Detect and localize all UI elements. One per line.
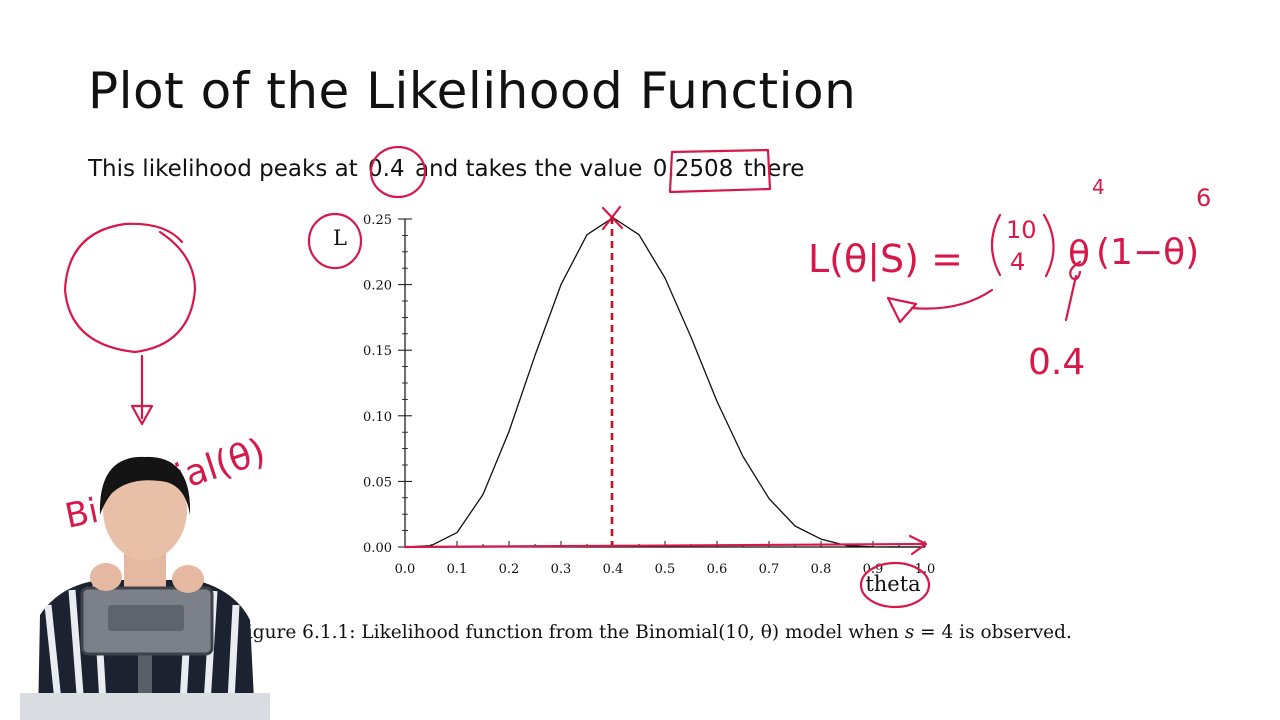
tablet-stand xyxy=(138,650,152,702)
ink-formula-lhs: L(θ|S) = xyxy=(808,237,963,282)
ink-exp-6: 6 xyxy=(1196,184,1211,212)
peak-likelihood-value: 0.2508 xyxy=(652,156,734,182)
x-tick-label: 1.0 xyxy=(915,562,936,577)
x-tick-label: 0.4 xyxy=(603,562,624,577)
x-tick-label: 0.8 xyxy=(811,562,832,577)
caption-equals: = 4 xyxy=(914,622,954,643)
subtitle-suffix: there xyxy=(743,156,805,182)
ink-binom-top: 10 xyxy=(1006,216,1037,244)
ink-circle-x-label xyxy=(859,561,931,609)
ink-theta-pointer xyxy=(1064,260,1082,322)
ink-box-likelihood xyxy=(668,148,772,194)
ink-left-arrow xyxy=(910,288,994,310)
subtitle-middle: and takes the value xyxy=(414,156,643,182)
x-axis-title: theta xyxy=(865,572,920,596)
x-tick-label: 0.7 xyxy=(759,562,780,577)
ink-triangle xyxy=(886,296,918,324)
ink-one-minus-theta: (1−θ) xyxy=(1096,232,1199,273)
ink-circle-y-label xyxy=(307,212,363,270)
caption-args: (10, θ) xyxy=(718,622,780,643)
x-tick-label: 0.6 xyxy=(707,562,728,577)
x-tick-label: 0.5 xyxy=(655,562,676,577)
ink-left-arrowhead xyxy=(130,404,154,426)
slide-title: Plot of the Likelihood Function xyxy=(88,62,857,120)
caption-suffix: is observed. xyxy=(953,622,1072,643)
y-axis-title: L xyxy=(333,226,347,250)
ink-point-label: 0.4 xyxy=(1028,342,1085,383)
figure-caption: Figure 6.1.1: Likelihood function from t… xyxy=(234,622,1072,643)
caption-variable: s xyxy=(904,622,915,643)
caption-prefix: Figure 6.1.1: Likelihood function from t… xyxy=(234,622,719,643)
x-tick-label: 0.1 xyxy=(447,562,468,577)
x-tick-label: 0.0 xyxy=(395,562,416,577)
y-tick-label: 0.20 xyxy=(363,279,392,294)
x-tick-label: 0.3 xyxy=(551,562,572,577)
y-tick-label: 0.05 xyxy=(363,475,392,490)
ink-circle-peak xyxy=(369,145,427,199)
ink-binom-left-paren xyxy=(990,213,1002,277)
caption-middle: model when xyxy=(779,622,905,643)
slide-subtitle: This likelihood peaks at 0.4 and takes t… xyxy=(88,156,804,182)
presenter-desk xyxy=(20,693,270,720)
presenter-left-hand xyxy=(90,563,122,591)
tablet-keyboard xyxy=(108,605,184,631)
x-tick-label: 0.2 xyxy=(499,562,520,577)
y-tick-label: 0.25 xyxy=(363,213,392,228)
ink-binom-right-paren xyxy=(1042,213,1055,278)
presenter-hair xyxy=(99,456,191,515)
y-tick-label: 0.00 xyxy=(363,541,392,556)
y-tick-label: 0.15 xyxy=(363,344,392,359)
ink-x-axis-arrowhead xyxy=(908,534,928,556)
ink-x-axis-line xyxy=(403,542,927,549)
subtitle-prefix: This likelihood peaks at xyxy=(88,156,358,182)
presenter-right-hand xyxy=(172,565,204,593)
ink-exp-4: 4 xyxy=(1092,175,1105,199)
ink-binom-bottom: 4 xyxy=(1010,248,1025,276)
presenter-video xyxy=(20,456,270,720)
ink-left-note-start: Bi xyxy=(62,491,102,537)
ink-left-circle xyxy=(63,222,197,354)
y-tick-label: 0.10 xyxy=(363,410,392,425)
ink-theta: θ xyxy=(1068,234,1090,275)
